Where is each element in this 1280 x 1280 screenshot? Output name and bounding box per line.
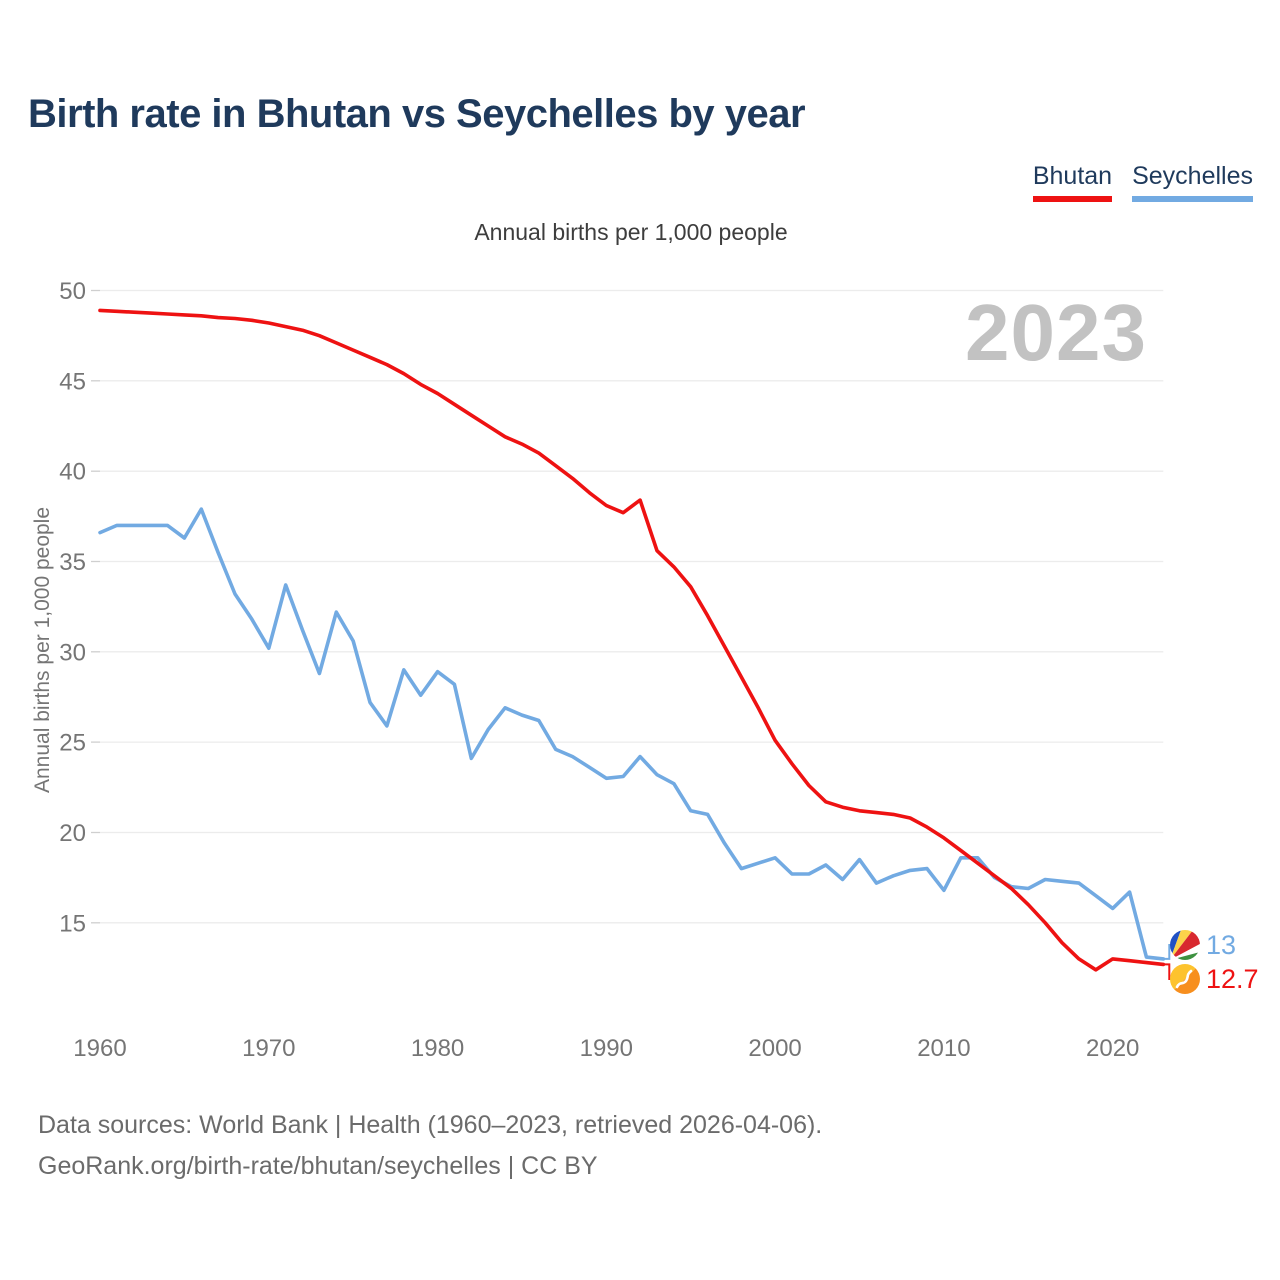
- page-title: Birth rate in Bhutan vs Seychelles by ye…: [28, 92, 806, 136]
- seychelles-line: [98, 507, 1166, 961]
- bhutan-line: [98, 308, 1166, 972]
- footer-sources-line: Data sources: World Bank | Health (1960–…: [38, 1111, 823, 1139]
- legend: Bhutan Seychelles: [1032, 162, 1253, 202]
- x-tick-label: 1970: [242, 1035, 295, 1062]
- x-tick-label: 2000: [748, 1035, 801, 1062]
- y-tick-label: 30: [59, 639, 86, 666]
- y-tick-label: 25: [59, 730, 86, 757]
- footer-url-line: GeoRank.org/birth-rate/bhutan/seychelles…: [38, 1152, 598, 1180]
- x-tick-label: 2020: [1086, 1035, 1139, 1062]
- seychelles-end-value-label: 13: [1206, 930, 1236, 960]
- x-tick-label: 1960: [73, 1035, 126, 1062]
- y-tick-label: 45: [59, 368, 86, 395]
- bhutan-flag-icon: [1170, 964, 1200, 994]
- y-tick-label: 15: [59, 910, 86, 937]
- legend-item-bhutan[interactable]: Bhutan: [1032, 162, 1113, 202]
- y-tick-label: 35: [59, 549, 86, 576]
- x-tick-label: 1980: [411, 1035, 464, 1062]
- chart-subtitle: Annual births per 1,000 people: [474, 219, 788, 245]
- x-tick-label: 1990: [580, 1035, 633, 1062]
- bhutan-end-value-label: 12.7: [1206, 964, 1259, 994]
- y-tick-label: 50: [59, 278, 86, 305]
- year-watermark: 2023: [965, 288, 1147, 377]
- y-tick-label: 40: [59, 459, 86, 486]
- y-tick-label: 20: [59, 820, 86, 847]
- legend-item-seychelles[interactable]: Seychelles: [1132, 162, 1253, 202]
- x-tick-label: 2010: [917, 1035, 970, 1062]
- seychelles-flag-icon: [1170, 930, 1200, 960]
- footer: Data sources: World Bank | Health (1960–…: [38, 1105, 822, 1187]
